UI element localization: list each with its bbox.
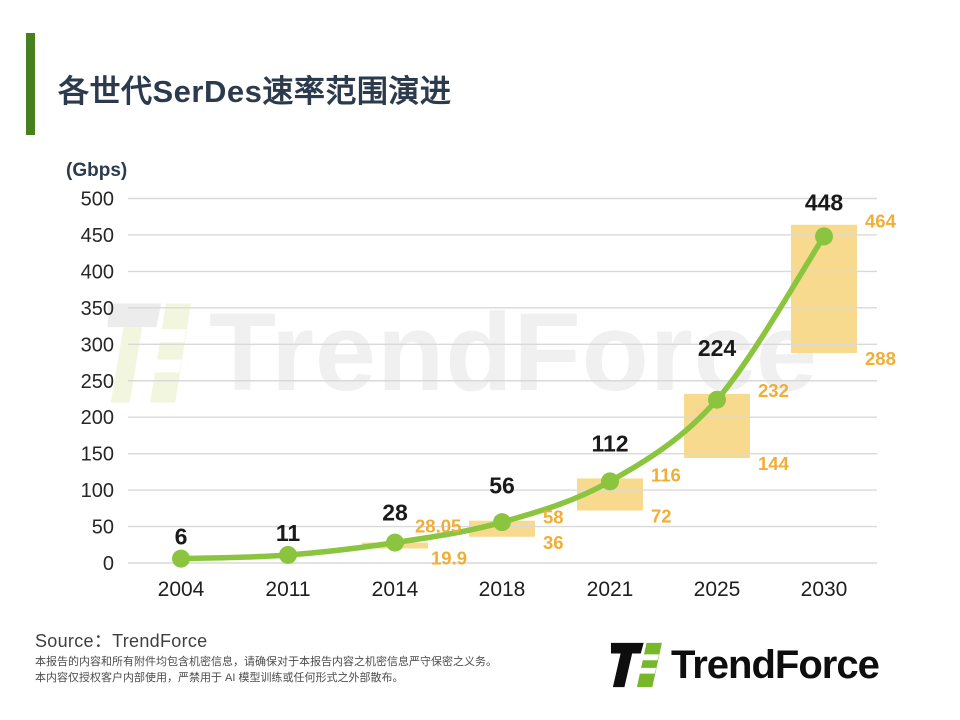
x-tick-label: 2011 (265, 578, 310, 601)
data-point-marker (708, 390, 726, 409)
data-point-marker (386, 533, 404, 552)
x-tick-label: 2004 (158, 578, 205, 601)
title-accent-bar (26, 33, 35, 135)
range-bar (791, 224, 857, 354)
y-tick-label: 50 (92, 517, 114, 539)
data-point-marker (815, 227, 833, 246)
y-tick-label: 400 (81, 261, 114, 283)
y-tick-label: 250 (81, 371, 114, 393)
range-max-label: 28.05 (415, 516, 461, 537)
data-point-marker (493, 513, 511, 532)
y-tick-label: 0 (103, 553, 114, 575)
y-tick-label: 500 (81, 189, 114, 211)
range-min-label: 144 (758, 453, 790, 474)
x-tick-label: 2018 (479, 578, 526, 601)
range-max-label: 58 (543, 507, 564, 528)
y-tick-label: 100 (81, 480, 114, 502)
x-tick-label: 2014 (372, 578, 419, 601)
range-min-label: 288 (865, 348, 896, 369)
range-max-label: 464 (865, 211, 897, 232)
range-max-label: 116 (651, 464, 681, 485)
disclaimer-line-2: 本内容仅授权客户内部使用，严禁用于 AI 模型训练或任何形式之外部散布。 (35, 672, 404, 684)
data-point-marker (601, 472, 619, 491)
y-tick-label: 350 (81, 298, 114, 320)
disclaimer-line-1: 本报告的内容和所有附件均包含机密信息，请确保对于本报告内容之机密信息严守保密之义… (35, 656, 497, 668)
trendforce-logo: TrendForce (608, 640, 880, 690)
value-label: 448 (805, 190, 844, 216)
data-point-marker (279, 545, 297, 564)
x-tick-label: 2030 (801, 578, 848, 601)
page-title: 各世代SerDes速率范围演进 (58, 74, 452, 109)
x-tick-label: 2021 (587, 578, 634, 601)
value-label: 112 (591, 430, 628, 456)
value-label: 56 (489, 473, 515, 499)
y-tick-label: 200 (81, 407, 114, 429)
logo-text: TrendForce (671, 643, 880, 687)
data-point-marker (172, 549, 190, 568)
y-tick-label: 300 (81, 334, 114, 356)
y-axis-unit-label: (Gbps) (66, 160, 128, 181)
trendforce-logo-icon (610, 642, 662, 688)
y-tick-label: 150 (81, 444, 114, 466)
y-tick-label: 450 (81, 225, 114, 247)
range-min-label: 19.9 (431, 547, 467, 568)
range-min-label: 36 (543, 532, 564, 553)
range-min-label: 72 (651, 506, 672, 527)
source-label: Source：TrendForce (35, 631, 208, 651)
value-label: 6 (175, 524, 188, 550)
range-max-label: 232 (758, 380, 789, 401)
value-label: 28 (382, 500, 408, 526)
x-tick-label: 2025 (694, 578, 741, 601)
value-label: 11 (276, 520, 301, 546)
value-label: 224 (698, 335, 737, 361)
